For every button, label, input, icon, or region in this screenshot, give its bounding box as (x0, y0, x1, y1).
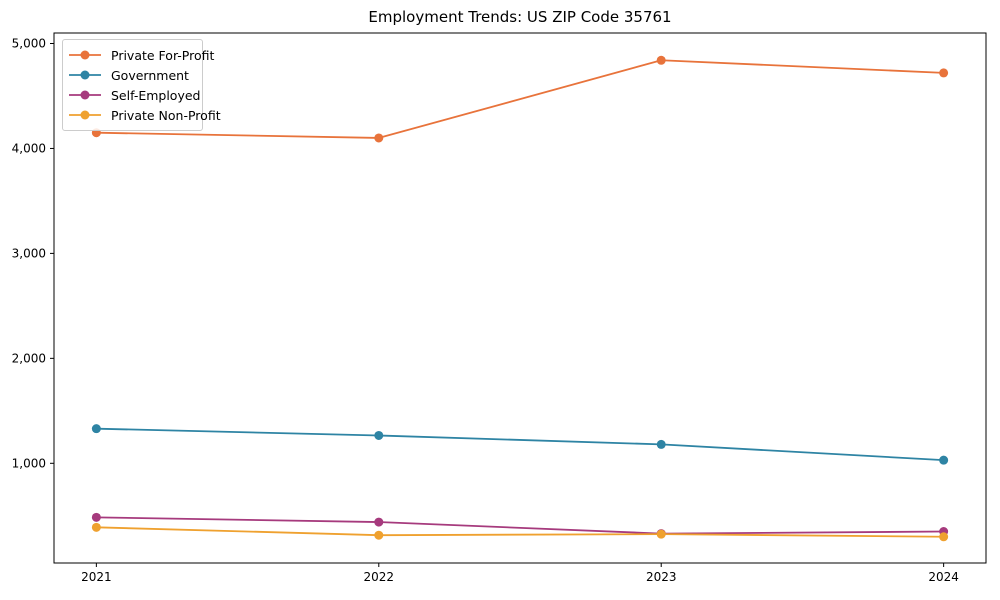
data-point-private-non-profit (91, 522, 101, 532)
series-line-self-employed (95, 516, 945, 535)
legend-marker-icon (69, 90, 101, 100)
legend-marker-icon (69, 50, 101, 60)
data-point-government (91, 424, 101, 434)
legend-item-private-for-profit: Private For-Profit (68, 45, 214, 65)
chart-title: Employment Trends: US ZIP Code 35761 (368, 8, 672, 26)
series-line-private-for-profit (95, 59, 945, 139)
x-tick-label: 2021 (81, 570, 112, 584)
y-tick-label: 2,000 (12, 351, 46, 365)
plot-border (53, 32, 987, 564)
data-point-government (939, 455, 949, 465)
y-tick-label: 3,000 (12, 246, 46, 260)
data-point-private-for-profit (656, 55, 666, 65)
data-point-private-for-profit (374, 133, 384, 143)
legend-marker-icon (69, 110, 101, 120)
data-point-government (656, 439, 666, 449)
legend-label: Private Non-Profit (111, 107, 221, 123)
data-point-government (374, 430, 384, 440)
y-tick-label: 5,000 (12, 36, 46, 50)
data-point-private-non-profit (656, 529, 666, 539)
legend-item-private-non-profit: Private Non-Profit (68, 105, 221, 125)
data-point-private-for-profit (939, 68, 949, 78)
legend-label: Self-Employed (111, 87, 201, 103)
series-line-private-non-profit (95, 526, 945, 538)
legend-label: Private For-Profit (111, 47, 215, 63)
data-point-private-non-profit (374, 530, 384, 540)
legend-label: Government (111, 67, 189, 83)
data-point-self-employed (374, 517, 384, 527)
x-tick-label: 2024 (928, 570, 959, 584)
y-tick-label: 4,000 (12, 141, 46, 155)
legend-item-government: Government (68, 65, 196, 85)
x-tick-label: 2023 (646, 570, 677, 584)
x-tick-label: 2022 (364, 570, 395, 584)
y-tick-label: 1,000 (12, 456, 46, 470)
legend: Private For-Profit Government Self-Employe… (62, 39, 221, 131)
legend-item-self-employed: Self-Employed (68, 85, 200, 105)
data-point-self-employed (91, 512, 101, 522)
data-point-private-non-profit (939, 532, 949, 542)
legend-marker-icon (69, 70, 101, 80)
series-line-government (95, 427, 945, 462)
